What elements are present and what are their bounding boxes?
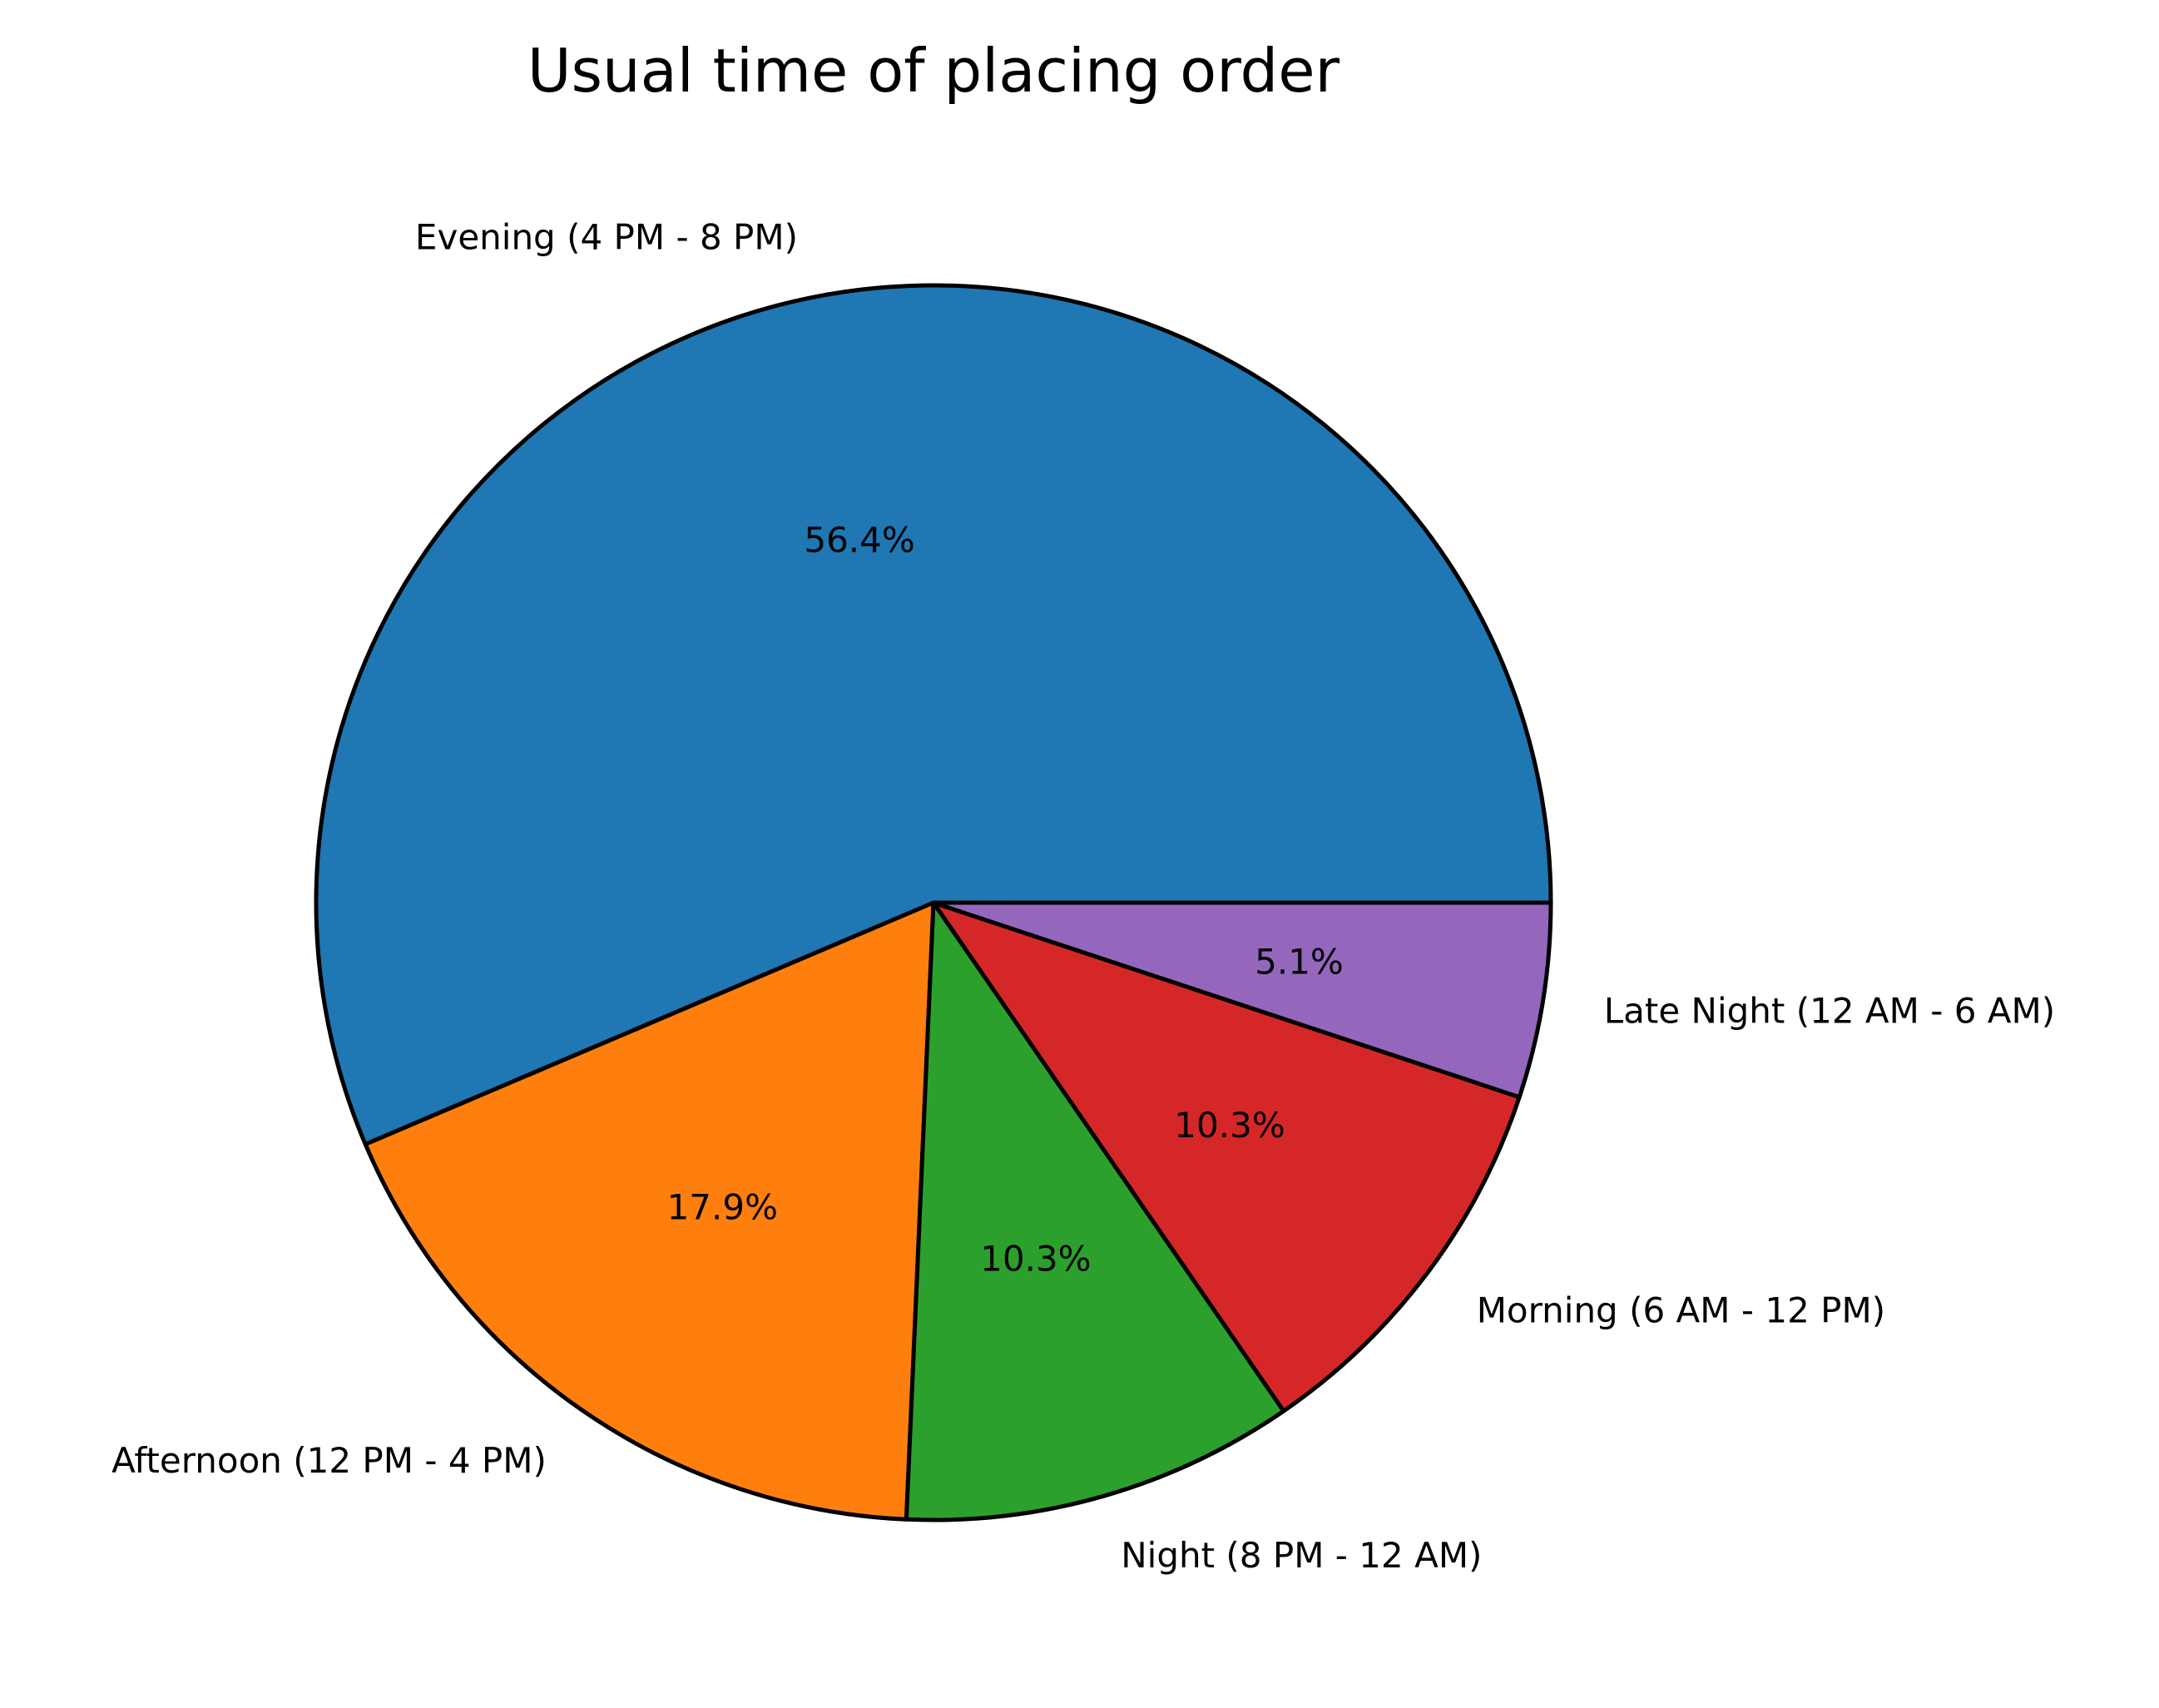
- pie-pct-label-1: 17.9%: [667, 1186, 778, 1227]
- pie-slice-2: [904, 900, 1286, 1522]
- pie-pct-label-3: 10.3%: [1174, 1105, 1285, 1146]
- pie-category-label-1: Afternoon (12 PM - 4 PM): [111, 1440, 547, 1481]
- pie-slices: [314, 283, 1553, 1522]
- pie-slice-3: [931, 900, 1522, 1413]
- pie-slice-0: [314, 283, 1553, 1146]
- pie-slice-4: [931, 900, 1553, 1100]
- pie-slice-1: [363, 900, 936, 1522]
- pie-pct-label-2: 10.3%: [980, 1238, 1091, 1279]
- pie-pct-label-0: 56.4%: [804, 519, 914, 560]
- pie-category-label-2: Night (8 PM - 12 AM): [1121, 1535, 1482, 1576]
- pie-labels: 56.4% Evening (4 PM - 8 PM) 17.9% Afternoon…: [111, 217, 2055, 1576]
- pie-category-label-4: Late Night (12 AM - 6 AM): [1604, 991, 2055, 1032]
- pie-category-label-0: Evening (4 PM - 8 PM): [415, 217, 798, 258]
- chart-title: Usual time of placing order: [527, 36, 1340, 106]
- pie-pct-label-4: 5.1%: [1255, 942, 1344, 983]
- pie-category-label-3: Morning (6 AM - 12 PM): [1477, 1290, 1885, 1331]
